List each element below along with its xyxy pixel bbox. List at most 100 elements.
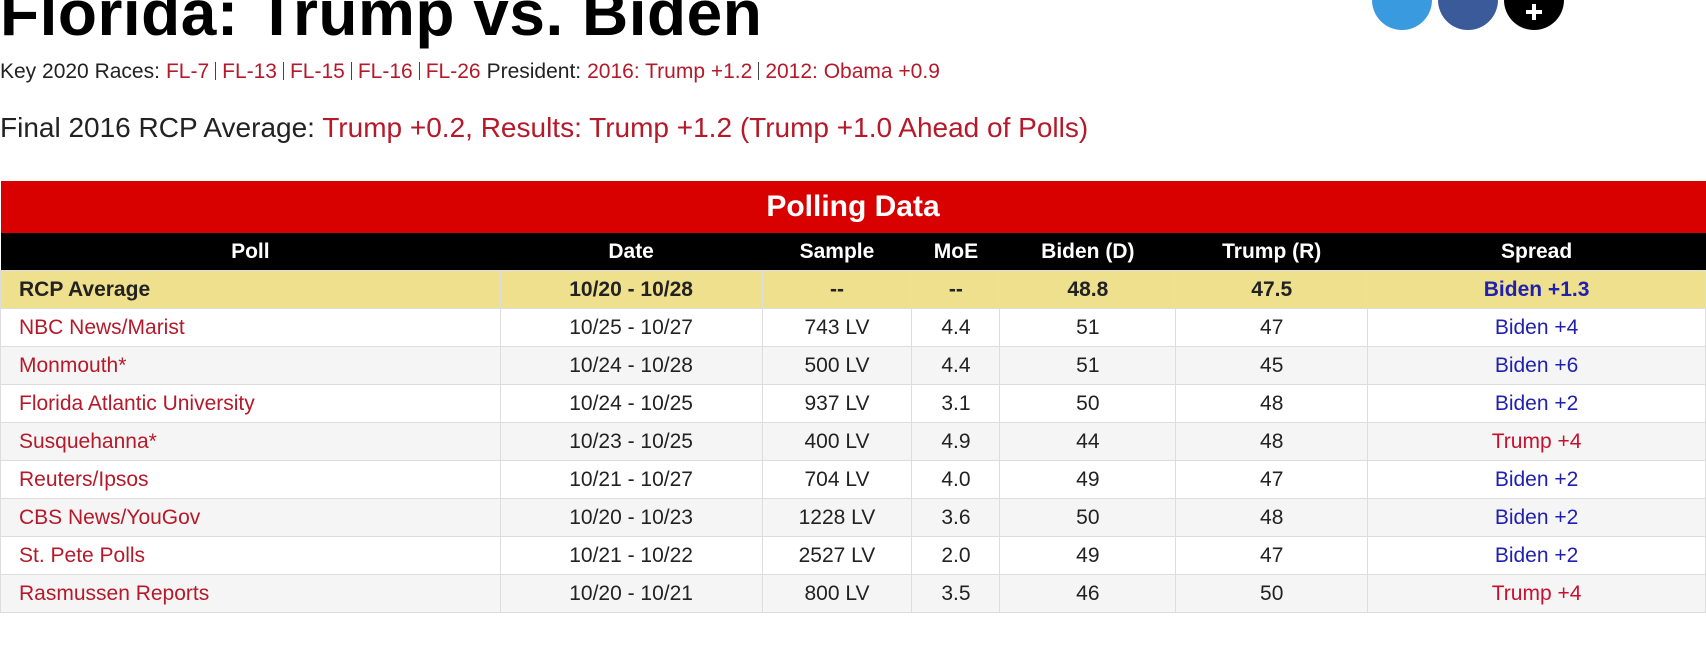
poll-name[interactable]: Monmouth*	[0, 346, 501, 385]
poll-name[interactable]: CBS News/YouGov	[0, 498, 501, 537]
poll-cell: 743 LV	[761, 308, 913, 347]
final-text: Trump +0.2, Results: Trump +1.2 (Trump +…	[322, 112, 1089, 143]
poll-cell: 1228 LV	[761, 498, 913, 537]
final-average: Final 2016 RCP Average: Trump +0.2, Resu…	[0, 112, 1088, 144]
poll-cell: 2.0	[911, 536, 1001, 575]
race-link[interactable]: FL-13	[222, 60, 277, 83]
race-link[interactable]: FL-15	[289, 60, 345, 83]
average-cell: 48.8	[999, 270, 1177, 309]
poll-cell: 50	[999, 384, 1177, 423]
poll-cell: 10/21 - 10/22	[499, 536, 763, 575]
poll-cell: 3.6	[911, 498, 1001, 537]
separator	[215, 62, 217, 80]
poll-cell: Biden +2	[1367, 460, 1706, 499]
poll-cell: 10/24 - 10/28	[499, 346, 763, 385]
poll-cell: 4.4	[911, 346, 1001, 385]
average-cell: Biden +1.3	[1367, 270, 1706, 309]
poll-cell: 51	[999, 308, 1177, 347]
poll-name[interactable]: St. Pete Polls	[0, 536, 501, 575]
poll-cell: 46	[999, 574, 1177, 613]
poll-name[interactable]: NBC News/Marist	[0, 308, 501, 347]
poll-row: NBC News/Marist 10/25 - 10/27 743 LV 4.4 51 4…	[0, 308, 1706, 347]
poll-cell: 50	[1175, 574, 1369, 613]
average-cell: --	[761, 270, 913, 309]
poll-cell: Biden +2	[1367, 498, 1706, 537]
average-cell: 47.5	[1175, 270, 1369, 309]
average-cell: --	[911, 270, 1001, 309]
column-header: Sample	[762, 233, 912, 271]
separator	[350, 62, 352, 80]
poll-cell: 10/20 - 10/23	[499, 498, 763, 537]
poll-row: Monmouth* 10/24 - 10/28 500 LV 4.4 51 45 Biden…	[0, 346, 1706, 385]
poll-cell: 10/24 - 10/25	[499, 384, 763, 423]
column-header: MoE	[911, 233, 1000, 271]
poll-cell: 10/20 - 10/21	[499, 574, 763, 613]
race-link[interactable]: FL-16	[357, 60, 413, 83]
poll-cell: Trump +4	[1367, 422, 1706, 461]
title-row: Polling Data	[0, 181, 1706, 233]
table-title: Polling Data	[0, 181, 1706, 233]
race-link[interactable]: FL-26	[425, 60, 481, 83]
president-label: President:	[486, 60, 582, 83]
poll-cell: 400 LV	[761, 422, 913, 461]
average-row: RCP Average 10/20 - 10/28 -- -- 48.8 47.5 Bide…	[0, 270, 1706, 309]
president-link[interactable]: 2016: Trump +1.2	[587, 60, 753, 83]
column-header: Biden (D)	[999, 233, 1176, 271]
poll-row: Susquehanna* 10/23 - 10/25 400 LV 4.9 44 48 Tr…	[0, 422, 1706, 461]
poll-cell: 48	[1175, 422, 1369, 461]
poll-cell: 49	[999, 536, 1177, 575]
poll-cell: 47	[1175, 536, 1369, 575]
poll-cell: 800 LV	[761, 574, 913, 613]
column-header: Poll	[0, 233, 501, 271]
poll-row: Florida Atlantic University 10/24 - 10/25…	[0, 384, 1706, 423]
twitter-icon[interactable]	[1372, 0, 1432, 30]
separator	[282, 62, 284, 80]
poll-row: St. Pete Polls 10/21 - 10/22 2527 LV 2.0 49 4…	[0, 536, 1706, 575]
poll-cell: 48	[1175, 384, 1369, 423]
poll-cell: 48	[1175, 498, 1369, 537]
poll-cell: 500 LV	[761, 346, 913, 385]
poll-cell: 2527 LV	[761, 536, 913, 575]
header-row: Poll Date Sample MoE Biden (D) Trump (R) Sprea…	[0, 233, 1706, 271]
poll-name[interactable]: Florida Atlantic University	[0, 384, 501, 423]
poll-cell: 3.1	[911, 384, 1001, 423]
separator	[418, 62, 420, 80]
poll-cell: 937 LV	[761, 384, 913, 423]
table-body: RCP Average 10/20 - 10/28 -- -- 48.8 47.5 Bide…	[0, 270, 1706, 613]
poll-cell: 10/21 - 10/27	[499, 460, 763, 499]
poll-cell: 44	[999, 422, 1177, 461]
key-label: Key 2020 Races:	[0, 60, 160, 83]
page-title: Florida: Trump vs. Biden	[0, 0, 763, 49]
poll-cell: Biden +2	[1367, 384, 1706, 423]
column-header: Spread	[1367, 233, 1706, 271]
facebook-icon[interactable]	[1438, 0, 1498, 30]
poll-cell: 4.0	[911, 460, 1001, 499]
poll-cell: 10/25 - 10/27	[499, 308, 763, 347]
poll-cell: 3.5	[911, 574, 1001, 613]
poll-cell: 45	[1175, 346, 1369, 385]
final-label: Final 2016 RCP Average:	[0, 112, 315, 143]
column-header: Trump (R)	[1175, 233, 1368, 271]
column-header: Date	[500, 233, 763, 271]
poll-cell: 4.9	[911, 422, 1001, 461]
poll-name[interactable]: Rasmussen Reports	[0, 574, 501, 613]
share-icon[interactable]	[1504, 0, 1564, 30]
key-races: Key 2020 Races: FL-7 FL-13 FL-15 FL-16 FL-26 P…	[0, 60, 940, 84]
poll-cell: 4.4	[911, 308, 1001, 347]
poll-row: Rasmussen Reports 10/20 - 10/21 800 LV 3.5 4…	[0, 574, 1706, 613]
poll-name[interactable]: Reuters/Ipsos	[0, 460, 501, 499]
poll-cell: 51	[999, 346, 1177, 385]
poll-row: CBS News/YouGov 10/20 - 10/23 1228 LV 3.6 50…	[0, 498, 1706, 537]
average-cell: 10/20 - 10/28	[499, 270, 763, 309]
poll-cell: 47	[1175, 460, 1369, 499]
poll-cell: 49	[999, 460, 1177, 499]
poll-cell: 10/23 - 10/25	[499, 422, 763, 461]
plus-v	[1532, 4, 1536, 20]
poll-row: Reuters/Ipsos 10/21 - 10/27 704 LV 4.0 49 47 B…	[0, 460, 1706, 499]
polling-table: Polling Data Poll Date Sample MoE Biden (D) T…	[0, 181, 1706, 613]
poll-name[interactable]: Susquehanna*	[0, 422, 501, 461]
president-link[interactable]: 2012: Obama +0.9	[765, 60, 940, 83]
race-link[interactable]: FL-7	[165, 60, 210, 83]
